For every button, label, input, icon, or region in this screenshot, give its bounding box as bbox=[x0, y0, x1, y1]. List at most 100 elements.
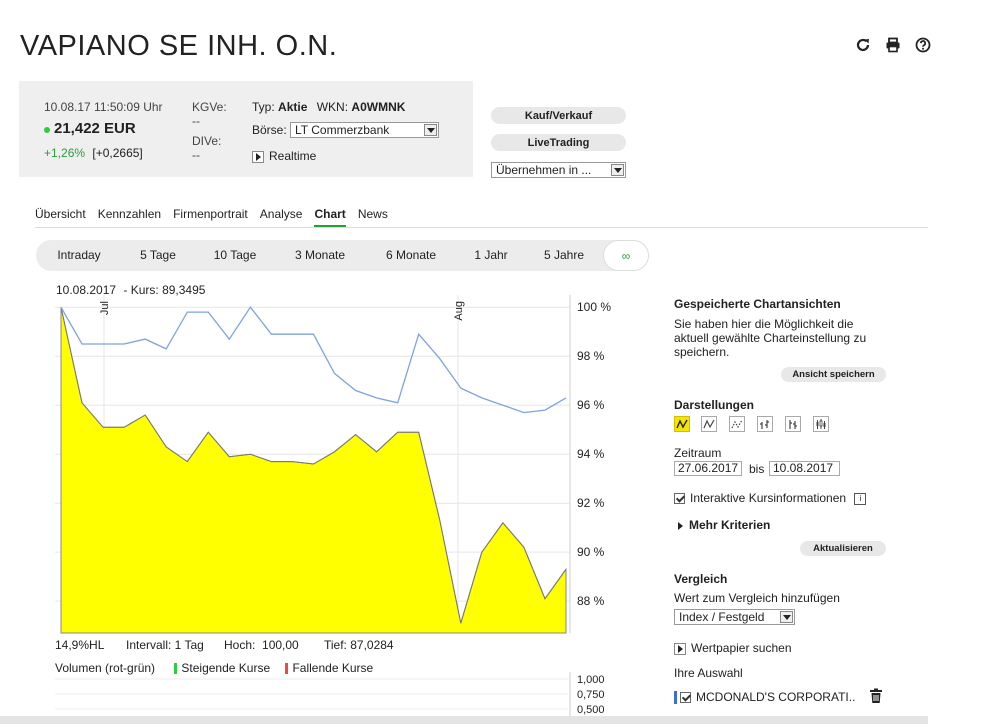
bottom-scrollbar[interactable] bbox=[0, 716, 928, 724]
period-3-monate[interactable]: 3 Monate bbox=[294, 248, 346, 262]
interaktive-row: Interaktive Kursinformationen i bbox=[674, 491, 867, 505]
comparison-line bbox=[60, 306, 567, 414]
style-candle-button[interactable] bbox=[813, 416, 829, 432]
price-line bbox=[60, 307, 567, 624]
price-chart[interactable]: Jul Aug 100 % 98 % 96 % 94 % 92 % 90 % 88 % bbox=[0, 295, 640, 640]
y-tick-label: 92 % bbox=[577, 496, 605, 510]
rising-swatch bbox=[174, 663, 178, 675]
y-tick-label: 94 % bbox=[577, 447, 605, 461]
style-dots-button[interactable] bbox=[729, 416, 745, 432]
ohlc-chart-icon bbox=[760, 420, 769, 429]
y-tick-label: 96 % bbox=[577, 398, 605, 412]
arrow-right-icon bbox=[674, 642, 686, 655]
mehr-kriterien-label: Mehr Kriterien bbox=[689, 518, 771, 532]
kauf-verkauf-button[interactable]: Kauf/Verkauf bbox=[491, 107, 626, 124]
interaktive-label: Interaktive Kursinformationen bbox=[690, 491, 847, 505]
save-view-button[interactable]: Ansicht speichern bbox=[781, 367, 886, 382]
volume-legend: Volumen (rot-grün) Steigende Kurse Falle… bbox=[55, 661, 373, 675]
arrow-right-icon bbox=[252, 150, 264, 163]
tab-kennzahlen[interactable]: Kennzahlen bbox=[97, 207, 162, 221]
period-1-jahr[interactable]: 1 Jahr bbox=[474, 248, 508, 262]
zeitraum-label: Zeitraum bbox=[674, 446, 722, 460]
volume-label: Volumen (rot-grün) bbox=[55, 661, 156, 675]
date-to-input[interactable]: 10.08.2017 bbox=[769, 461, 840, 476]
period-max[interactable]: ∞ bbox=[603, 240, 649, 271]
x-tick-label: Aug bbox=[453, 301, 465, 321]
index-select-value: Index / Festgeld bbox=[679, 610, 765, 624]
falling-swatch bbox=[285, 663, 289, 675]
line-chart-icon bbox=[703, 419, 715, 429]
auswahl-item: MCDONALD'S CORPORATI.. bbox=[674, 690, 855, 705]
mehr-kriterien-toggle[interactable]: Mehr Kriterien bbox=[678, 518, 770, 532]
stat-hl: 14,9%HL bbox=[55, 638, 105, 652]
rising-label: Steigende Kurse bbox=[181, 661, 271, 675]
refresh-icon[interactable] bbox=[855, 37, 871, 53]
darstellungen-title: Darstellungen bbox=[674, 398, 755, 412]
boerse-label: Börse: bbox=[252, 123, 287, 137]
style-line-button[interactable] bbox=[701, 416, 717, 432]
typ-value: Aktie bbox=[278, 100, 308, 114]
style-ohlc-button[interactable] bbox=[757, 416, 773, 432]
dotted-chart-icon bbox=[731, 419, 743, 429]
interaktive-checkbox[interactable] bbox=[674, 493, 685, 505]
aktualisieren-button[interactable]: Aktualisieren bbox=[800, 541, 886, 556]
uebernehmen-select-value: Übernehmen in ... bbox=[496, 163, 592, 177]
wkn-value: A0WMNK bbox=[351, 100, 406, 114]
falling-label: Fallende Kurse bbox=[292, 661, 374, 675]
vergleich-text: Wert zum Vergleich hinzufügen bbox=[674, 591, 840, 605]
chevron-down-icon bbox=[611, 164, 624, 176]
area-chart-icon bbox=[676, 419, 688, 429]
livetrading-button[interactable]: LiveTrading bbox=[491, 134, 626, 151]
typ-wkn: Typ: Aktie WKN: A0WMNK bbox=[252, 100, 405, 114]
period-10-tage[interactable]: 10 Tage bbox=[213, 248, 257, 262]
tab-uebersicht[interactable]: Übersicht bbox=[35, 207, 86, 221]
saved-views-title: Gespeicherte Chartansichten bbox=[674, 297, 841, 311]
period-6-monate[interactable]: 6 Monate bbox=[385, 248, 437, 262]
style-hlc-button[interactable] bbox=[785, 416, 801, 432]
status-dot-icon bbox=[44, 126, 50, 133]
y-tick-label: 100 % bbox=[577, 300, 611, 314]
kgve-label: KGVe: bbox=[192, 100, 227, 114]
trash-icon[interactable] bbox=[869, 688, 883, 707]
volume-tick: 0,500 bbox=[577, 704, 605, 716]
period-intraday[interactable]: Intraday bbox=[57, 248, 101, 262]
period-5-tage[interactable]: 5 Tage bbox=[140, 248, 176, 262]
tab-firmenportrait[interactable]: Firmenportrait bbox=[173, 207, 248, 221]
volume-chart bbox=[55, 672, 571, 716]
period-5-jahre[interactable]: 5 Jahre bbox=[543, 248, 585, 262]
uebernehmen-select[interactable]: Übernehmen in ... bbox=[491, 162, 626, 178]
stat-hoch: Hoch: 100,00 bbox=[224, 638, 299, 652]
chart-header: 10.08.2017 - Kurs: 89,3495 bbox=[56, 283, 205, 297]
period-selector: Intraday 5 Tage 10 Tage 3 Monate 6 Monat… bbox=[36, 240, 649, 271]
help-icon[interactable] bbox=[915, 37, 931, 53]
caret-right-icon bbox=[678, 521, 683, 530]
y-tick-label: 88 % bbox=[577, 594, 605, 608]
wertpapier-suchen-link[interactable]: Wertpapier suchen bbox=[674, 641, 792, 655]
chevron-down-icon bbox=[424, 124, 437, 136]
realtime-link[interactable]: Realtime bbox=[252, 149, 316, 163]
boerse-select[interactable]: LT Commerzbank bbox=[290, 122, 439, 138]
hlc-chart-icon bbox=[789, 420, 797, 429]
volume-ticks: 1,000 0,750 0,500 bbox=[577, 673, 605, 718]
kgve-value: -- bbox=[192, 114, 200, 128]
print-icon[interactable] bbox=[885, 37, 901, 53]
volume-tick: 1,000 bbox=[577, 674, 605, 686]
tab-bar: Übersicht Kennzahlen Firmenportrait Anal… bbox=[35, 207, 928, 228]
style-area-button[interactable] bbox=[674, 416, 690, 432]
quote-change-abs: [+0,2665] bbox=[92, 146, 143, 160]
index-select[interactable]: Index / Festgeld bbox=[674, 609, 795, 625]
wkn-label: WKN: bbox=[316, 100, 349, 114]
tab-chart[interactable]: Chart bbox=[314, 207, 346, 227]
auswahl-checkbox[interactable] bbox=[680, 692, 691, 704]
y-tick-label: 98 % bbox=[577, 349, 605, 363]
boerse-select-value: LT Commerzbank bbox=[295, 123, 390, 137]
vergleich-title: Vergleich bbox=[674, 572, 728, 586]
date-from-input[interactable]: 27.06.2017 bbox=[674, 461, 742, 476]
chart-head-date: 10.08.2017 bbox=[56, 283, 117, 297]
quote-change: +1,26% [+0,2665] bbox=[44, 146, 143, 160]
candlestick-icon bbox=[816, 419, 826, 429]
tab-news[interactable]: News bbox=[357, 207, 388, 221]
page-title: VAPIANO SE INH. O.N. bbox=[20, 30, 338, 62]
info-icon[interactable]: i bbox=[854, 492, 867, 505]
tab-analyse[interactable]: Analyse bbox=[259, 207, 303, 221]
